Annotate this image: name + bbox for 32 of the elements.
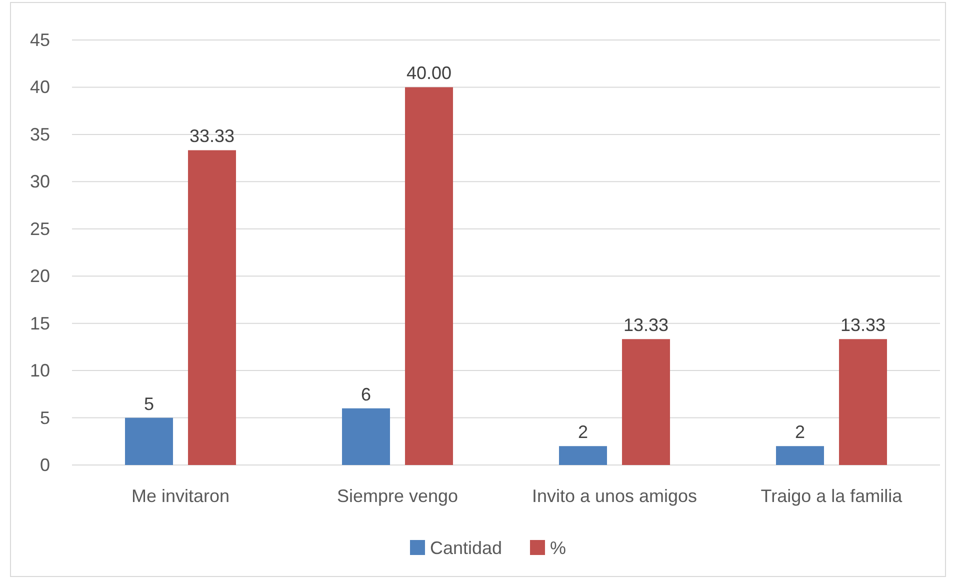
y-tick-label: 25 (30, 218, 50, 239)
data-label: 5 (144, 394, 154, 414)
bar (342, 408, 390, 465)
y-tick-label: 20 (30, 266, 50, 286)
bar (776, 446, 824, 465)
bar (559, 446, 607, 465)
x-tick-label: Me invitaron (131, 486, 230, 506)
y-tick-label: 10 (30, 360, 50, 381)
data-label: 13.33 (840, 315, 886, 336)
y-tick-label: 5 (40, 408, 50, 428)
legend-label: % (550, 538, 566, 558)
y-tick-label: 0 (40, 455, 50, 475)
bar (188, 150, 236, 465)
data-label: 6 (360, 384, 372, 404)
x-tick-label: Siempre vengo (336, 486, 458, 506)
data-label: 2 (578, 422, 588, 442)
bar (125, 418, 173, 465)
legend-label: Cantidad (430, 538, 502, 558)
data-label: 40.00 (406, 63, 452, 84)
y-tick-label: 30 (30, 172, 50, 192)
bar (405, 87, 453, 465)
data-label: 33.33 (189, 126, 235, 146)
y-tick-label: 45 (30, 30, 50, 50)
y-tick-label: 35 (30, 124, 50, 144)
bar (839, 339, 887, 465)
x-tick-label: Traigo a la familia (760, 486, 904, 506)
bar (622, 339, 670, 465)
x-tick-label: Invito a unos amigos (532, 486, 698, 506)
data-label: 2 (794, 422, 806, 442)
y-tick-label: 15 (30, 313, 50, 334)
y-tick-label: 40 (30, 77, 50, 98)
data-label: 13.33 (623, 315, 669, 336)
